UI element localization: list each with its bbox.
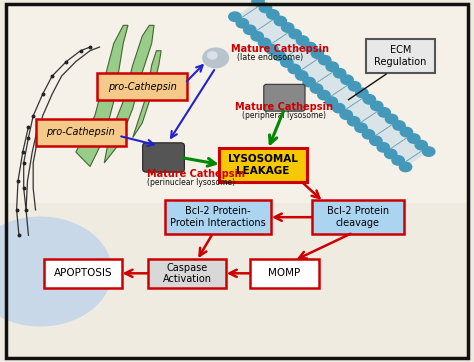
Text: Bcl-2 Protein-
Protein Interactions: Bcl-2 Protein- Protein Interactions bbox=[170, 206, 266, 228]
Circle shape bbox=[304, 42, 316, 52]
Circle shape bbox=[362, 130, 374, 139]
FancyBboxPatch shape bbox=[264, 84, 305, 111]
Circle shape bbox=[318, 90, 330, 100]
Circle shape bbox=[281, 58, 293, 67]
Circle shape bbox=[310, 84, 323, 93]
Circle shape bbox=[258, 38, 271, 47]
Circle shape bbox=[229, 12, 241, 21]
Circle shape bbox=[408, 134, 420, 143]
FancyBboxPatch shape bbox=[97, 73, 187, 100]
Polygon shape bbox=[133, 51, 161, 138]
Text: ECM
Regulation: ECM Regulation bbox=[374, 45, 427, 67]
Circle shape bbox=[384, 149, 397, 159]
Circle shape bbox=[341, 75, 353, 84]
Circle shape bbox=[363, 94, 375, 104]
Circle shape bbox=[340, 110, 352, 119]
Polygon shape bbox=[233, 0, 431, 168]
Circle shape bbox=[311, 49, 324, 58]
Circle shape bbox=[251, 31, 264, 41]
Circle shape bbox=[288, 64, 301, 74]
Text: MOMP: MOMP bbox=[268, 268, 301, 278]
FancyBboxPatch shape bbox=[44, 259, 122, 288]
Circle shape bbox=[273, 51, 286, 60]
Text: pro-Cathepsin: pro-Cathepsin bbox=[108, 82, 177, 92]
FancyBboxPatch shape bbox=[7, 5, 467, 203]
Circle shape bbox=[208, 52, 217, 59]
Circle shape bbox=[370, 136, 382, 146]
Circle shape bbox=[400, 162, 412, 172]
Circle shape bbox=[203, 48, 228, 68]
FancyBboxPatch shape bbox=[366, 39, 435, 73]
Circle shape bbox=[355, 123, 367, 132]
FancyBboxPatch shape bbox=[311, 200, 404, 235]
Circle shape bbox=[282, 23, 294, 32]
Polygon shape bbox=[76, 25, 128, 167]
Text: Mature Cathepsin: Mature Cathepsin bbox=[231, 44, 329, 54]
Circle shape bbox=[0, 217, 111, 326]
Circle shape bbox=[289, 29, 301, 39]
Circle shape bbox=[371, 101, 383, 111]
Circle shape bbox=[333, 104, 345, 113]
Circle shape bbox=[295, 71, 308, 80]
Circle shape bbox=[303, 77, 315, 87]
Text: Caspase
Activation: Caspase Activation bbox=[163, 262, 212, 284]
Text: APOPTOSIS: APOPTOSIS bbox=[54, 268, 112, 278]
Circle shape bbox=[385, 114, 398, 124]
Circle shape bbox=[319, 55, 331, 65]
Text: (perinuclear lysosome): (perinuclear lysosome) bbox=[147, 178, 235, 186]
Circle shape bbox=[267, 10, 279, 19]
FancyBboxPatch shape bbox=[36, 119, 126, 146]
Circle shape bbox=[415, 140, 428, 150]
Circle shape bbox=[400, 127, 412, 137]
FancyBboxPatch shape bbox=[143, 143, 184, 172]
Text: Bcl-2 Protein
cleavage: Bcl-2 Protein cleavage bbox=[327, 206, 389, 228]
Circle shape bbox=[378, 108, 390, 117]
FancyBboxPatch shape bbox=[165, 200, 271, 235]
Circle shape bbox=[325, 97, 337, 106]
Circle shape bbox=[348, 81, 361, 91]
Circle shape bbox=[259, 3, 272, 13]
Polygon shape bbox=[104, 25, 154, 163]
Circle shape bbox=[326, 62, 338, 71]
Text: (peripheral lysosome): (peripheral lysosome) bbox=[242, 111, 327, 119]
Circle shape bbox=[274, 16, 286, 26]
Circle shape bbox=[356, 88, 368, 97]
Circle shape bbox=[244, 25, 256, 34]
Circle shape bbox=[296, 36, 309, 45]
Circle shape bbox=[334, 68, 346, 78]
Circle shape bbox=[377, 143, 390, 152]
FancyBboxPatch shape bbox=[250, 259, 319, 288]
Text: Mature Cathepsin: Mature Cathepsin bbox=[236, 102, 333, 112]
Text: (late endosome): (late endosome) bbox=[237, 54, 303, 62]
Circle shape bbox=[236, 18, 248, 28]
Circle shape bbox=[252, 0, 264, 6]
Circle shape bbox=[347, 117, 360, 126]
Circle shape bbox=[422, 147, 435, 156]
Text: pro-Cathepsin: pro-Cathepsin bbox=[46, 127, 115, 137]
Circle shape bbox=[266, 45, 278, 54]
Circle shape bbox=[393, 121, 405, 130]
Text: LYSOSOMAL
LEAKAGE: LYSOSOMAL LEAKAGE bbox=[228, 154, 298, 176]
Circle shape bbox=[392, 156, 404, 165]
Text: Mature Cathepsin: Mature Cathepsin bbox=[147, 169, 245, 179]
FancyBboxPatch shape bbox=[219, 148, 307, 182]
FancyBboxPatch shape bbox=[148, 259, 227, 288]
